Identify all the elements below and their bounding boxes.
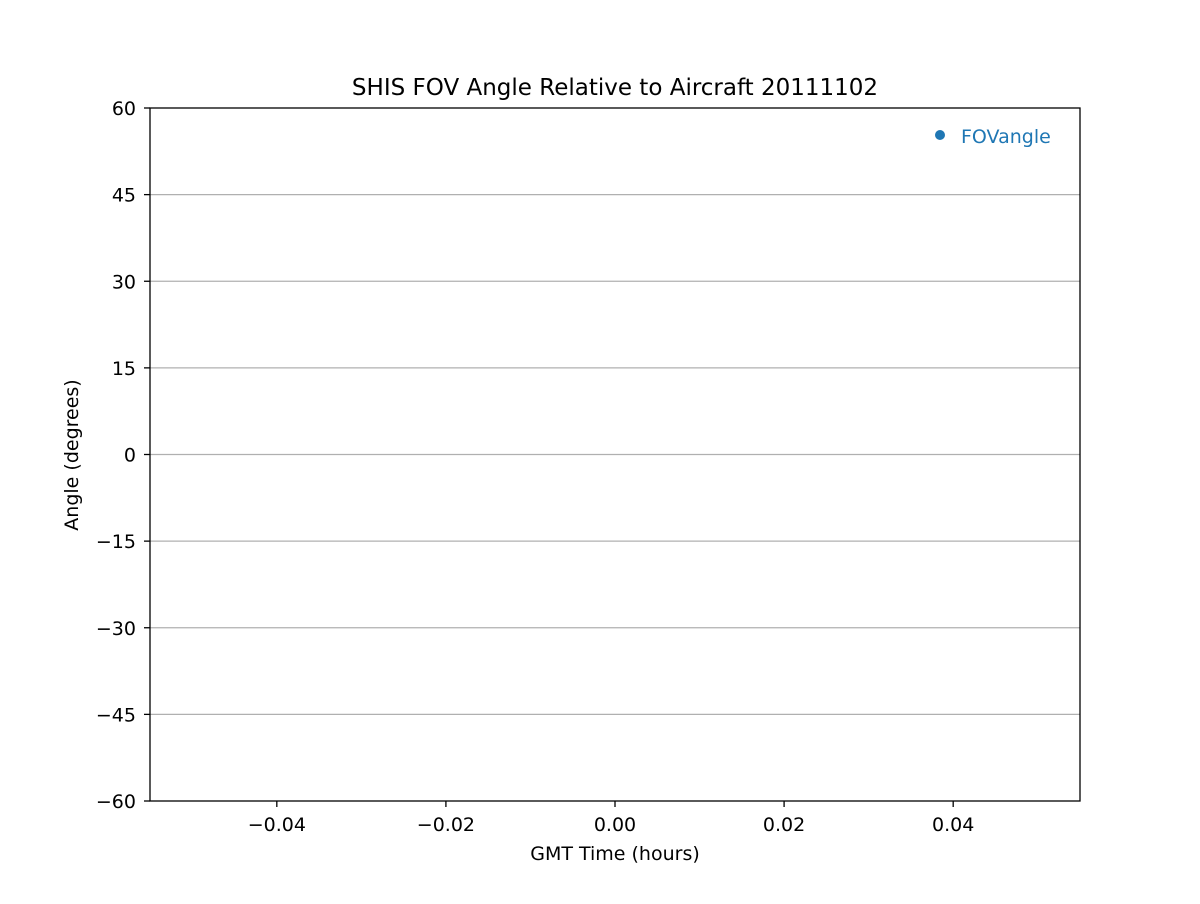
y-tick-label: −45 <box>96 704 136 726</box>
x-tick-label: 0.00 <box>594 814 636 836</box>
x-tick-label: −0.02 <box>417 814 475 836</box>
y-tick-label: −15 <box>96 531 136 553</box>
y-tick-label: 45 <box>112 185 136 207</box>
y-tick-label: 0 <box>124 445 136 467</box>
legend-label-fovangle: FOVangle <box>961 126 1051 148</box>
y-tick-label: 15 <box>112 358 136 380</box>
legend-marker-fovangle <box>935 130 945 140</box>
y-axis: −60 −45 −30 −15 0 15 30 45 60 <box>96 98 150 813</box>
x-axis: −0.04 −0.02 0.00 0.02 0.04 <box>248 801 974 836</box>
chart-title: SHIS FOV Angle Relative to Aircraft 2011… <box>352 75 878 101</box>
x-tick-label: 0.04 <box>932 814 974 836</box>
x-tick-label: 0.02 <box>763 814 805 836</box>
legend: FOVangle <box>935 126 1051 148</box>
x-tick-label: −0.04 <box>248 814 306 836</box>
x-axis-label: GMT Time (hours) <box>530 843 700 865</box>
y-axis-label: Angle (degrees) <box>61 379 83 530</box>
y-tick-label: 30 <box>112 271 136 293</box>
y-tick-label: −30 <box>96 618 136 640</box>
y-tick-label: 60 <box>112 98 136 120</box>
y-tick-label: −60 <box>96 791 136 813</box>
grid-lines <box>150 193 1080 716</box>
